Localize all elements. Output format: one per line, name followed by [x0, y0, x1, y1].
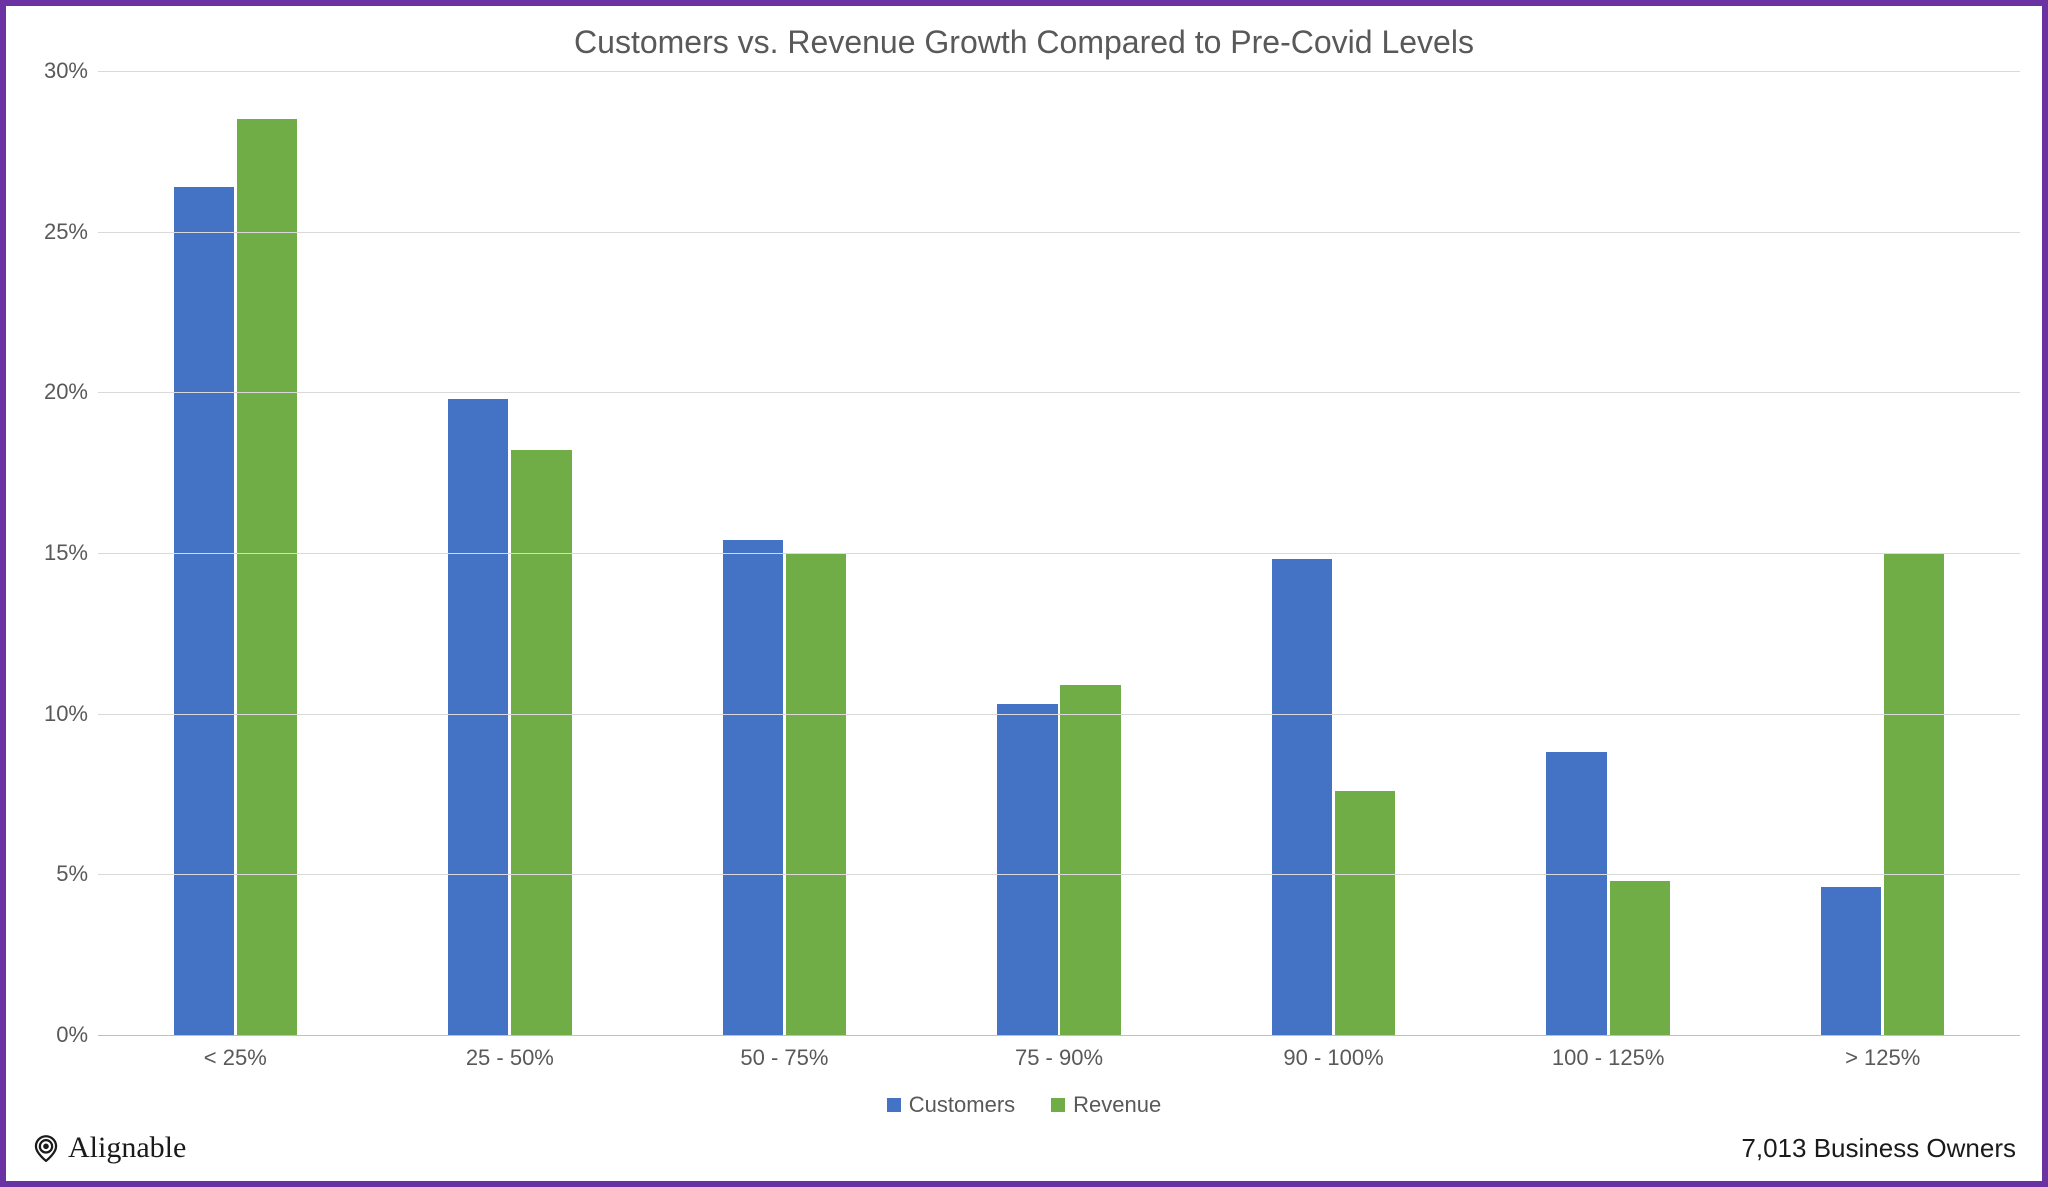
y-axis: 0%5%10%15%20%25%30% [28, 71, 98, 1035]
legend-item: Revenue [1051, 1092, 1161, 1118]
y-tick-label: 25% [44, 219, 88, 245]
gridline [98, 232, 2020, 233]
gridline [98, 553, 2020, 554]
x-tick-label: 90 - 100% [1283, 1045, 1383, 1071]
y-tick-label: 5% [56, 861, 88, 887]
legend-label: Customers [909, 1092, 1015, 1118]
legend: Customers Revenue [28, 1085, 2020, 1125]
y-tick-label: 15% [44, 540, 88, 566]
y-tick-label: 10% [44, 701, 88, 727]
bar-customers [723, 540, 783, 1035]
legend-item: Customers [887, 1092, 1015, 1118]
bar-revenue [1610, 881, 1670, 1035]
footer: Alignable 7,013 Business Owners [28, 1125, 2020, 1171]
bar-customers [174, 187, 234, 1035]
legend-swatch [1051, 1098, 1065, 1112]
gridline [98, 71, 2020, 72]
x-tick-label: 50 - 75% [740, 1045, 828, 1071]
x-tick-label: 100 - 125% [1552, 1045, 1665, 1071]
brand: Alignable [32, 1131, 186, 1165]
y-tick-label: 30% [44, 58, 88, 84]
bar-customers [1546, 752, 1606, 1035]
chart-title: Customers vs. Revenue Growth Compared to… [28, 24, 2020, 61]
x-axis: < 25% 25 - 50% 50 - 75% 75 - 90% 90 - 100% 10… [28, 1035, 2020, 1085]
bar-customers [448, 399, 508, 1035]
bar-revenue [786, 553, 846, 1035]
x-tick-label: 25 - 50% [466, 1045, 554, 1071]
bar-revenue [1060, 685, 1120, 1035]
bar-revenue [1335, 791, 1395, 1035]
chart-frame: Customers vs. Revenue Growth Compared to… [0, 0, 2048, 1187]
x-tick-label: < 25% [204, 1045, 267, 1071]
bar-customers [1272, 559, 1332, 1035]
bar-revenue [1884, 553, 1944, 1035]
bar-customers [997, 704, 1057, 1035]
legend-swatch [887, 1098, 901, 1112]
gridline [98, 392, 2020, 393]
brand-name: Alignable [68, 1131, 186, 1165]
gridline [98, 714, 2020, 715]
plot-area [98, 71, 2020, 1035]
bar-revenue [511, 450, 571, 1035]
plot-inner [98, 71, 2020, 1035]
chart-area: 0%5%10%15%20%25%30% [28, 71, 2020, 1035]
alignable-logo-icon [32, 1134, 60, 1162]
bar-customers [1821, 887, 1881, 1035]
bar-revenue [237, 119, 297, 1035]
sample-note: 7,013 Business Owners [1741, 1133, 2016, 1164]
gridline [98, 874, 2020, 875]
x-tick-label: > 125% [1845, 1045, 1920, 1071]
legend-label: Revenue [1073, 1092, 1161, 1118]
x-tick-label: 75 - 90% [1015, 1045, 1103, 1071]
y-tick-label: 20% [44, 379, 88, 405]
